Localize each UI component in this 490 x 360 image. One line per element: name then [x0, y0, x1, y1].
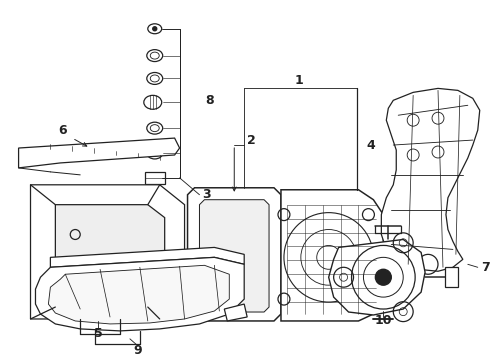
Polygon shape — [49, 265, 229, 324]
Polygon shape — [145, 172, 165, 184]
Polygon shape — [199, 200, 269, 312]
Text: 10: 10 — [374, 315, 392, 328]
Ellipse shape — [147, 50, 163, 62]
Polygon shape — [188, 188, 281, 321]
Ellipse shape — [150, 125, 159, 132]
Ellipse shape — [150, 149, 159, 157]
Text: 5: 5 — [94, 327, 102, 341]
Polygon shape — [19, 138, 180, 168]
Polygon shape — [224, 304, 247, 321]
Ellipse shape — [147, 147, 163, 159]
Ellipse shape — [150, 52, 159, 59]
Text: 4: 4 — [366, 139, 375, 152]
Text: 9: 9 — [134, 344, 142, 357]
Text: 8: 8 — [205, 94, 214, 107]
Polygon shape — [381, 89, 480, 271]
Polygon shape — [55, 205, 165, 307]
Text: 1: 1 — [294, 74, 303, 87]
Ellipse shape — [148, 24, 162, 34]
Ellipse shape — [150, 75, 159, 82]
Ellipse shape — [147, 122, 163, 134]
Ellipse shape — [147, 72, 163, 84]
Polygon shape — [445, 267, 458, 287]
Circle shape — [375, 269, 392, 285]
Polygon shape — [35, 257, 244, 331]
Circle shape — [153, 27, 157, 31]
Text: 6: 6 — [58, 123, 67, 137]
Polygon shape — [30, 185, 185, 319]
Polygon shape — [50, 247, 244, 267]
Text: 7: 7 — [481, 261, 490, 274]
Text: 3: 3 — [202, 188, 211, 201]
Polygon shape — [329, 239, 425, 315]
Ellipse shape — [144, 95, 162, 109]
Polygon shape — [281, 190, 383, 321]
Text: 2: 2 — [247, 134, 255, 147]
